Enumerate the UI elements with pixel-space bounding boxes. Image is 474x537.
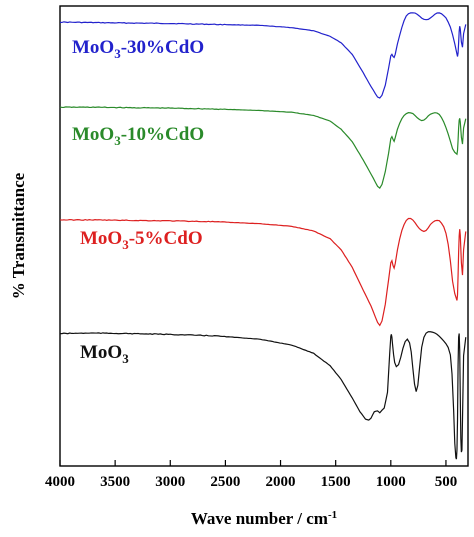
series-layer [59, 12, 467, 460]
series-line-0 [59, 12, 467, 99]
plot-frame [59, 5, 469, 467]
x-axis-ticks: 4000 3500 3000 2500 2000 1500 1000 500 [45, 460, 457, 490]
series-line-2 [59, 217, 467, 327]
y-axis-title: % Transmittance [9, 172, 28, 299]
series-labels: MoO3-30%CdO MoO3-10%CdO MoO3-5%CdO MoO3 [72, 37, 204, 366]
x-tick-label: 3500 [100, 474, 130, 490]
series-line-1 [59, 106, 467, 190]
x-tick-label: 1500 [321, 474, 351, 490]
x-tick-label: 1000 [376, 474, 406, 490]
series-label-1: MoO3-10%CdO [72, 124, 204, 148]
x-tick-label: 2500 [210, 474, 240, 490]
series-label-2: MoO3-5%CdO [80, 228, 203, 252]
series-label-0: MoO3-30%CdO [72, 37, 204, 61]
x-tick-label: 2000 [266, 474, 296, 490]
series-label-3: MoO3 [80, 342, 129, 366]
x-tick-label: 500 [435, 474, 458, 490]
x-tick-label: 3000 [155, 474, 185, 490]
x-tick-label: 4000 [45, 474, 75, 490]
x-axis-title: Wave number / cm-1 [191, 509, 337, 528]
series-line-3 [59, 331, 467, 460]
